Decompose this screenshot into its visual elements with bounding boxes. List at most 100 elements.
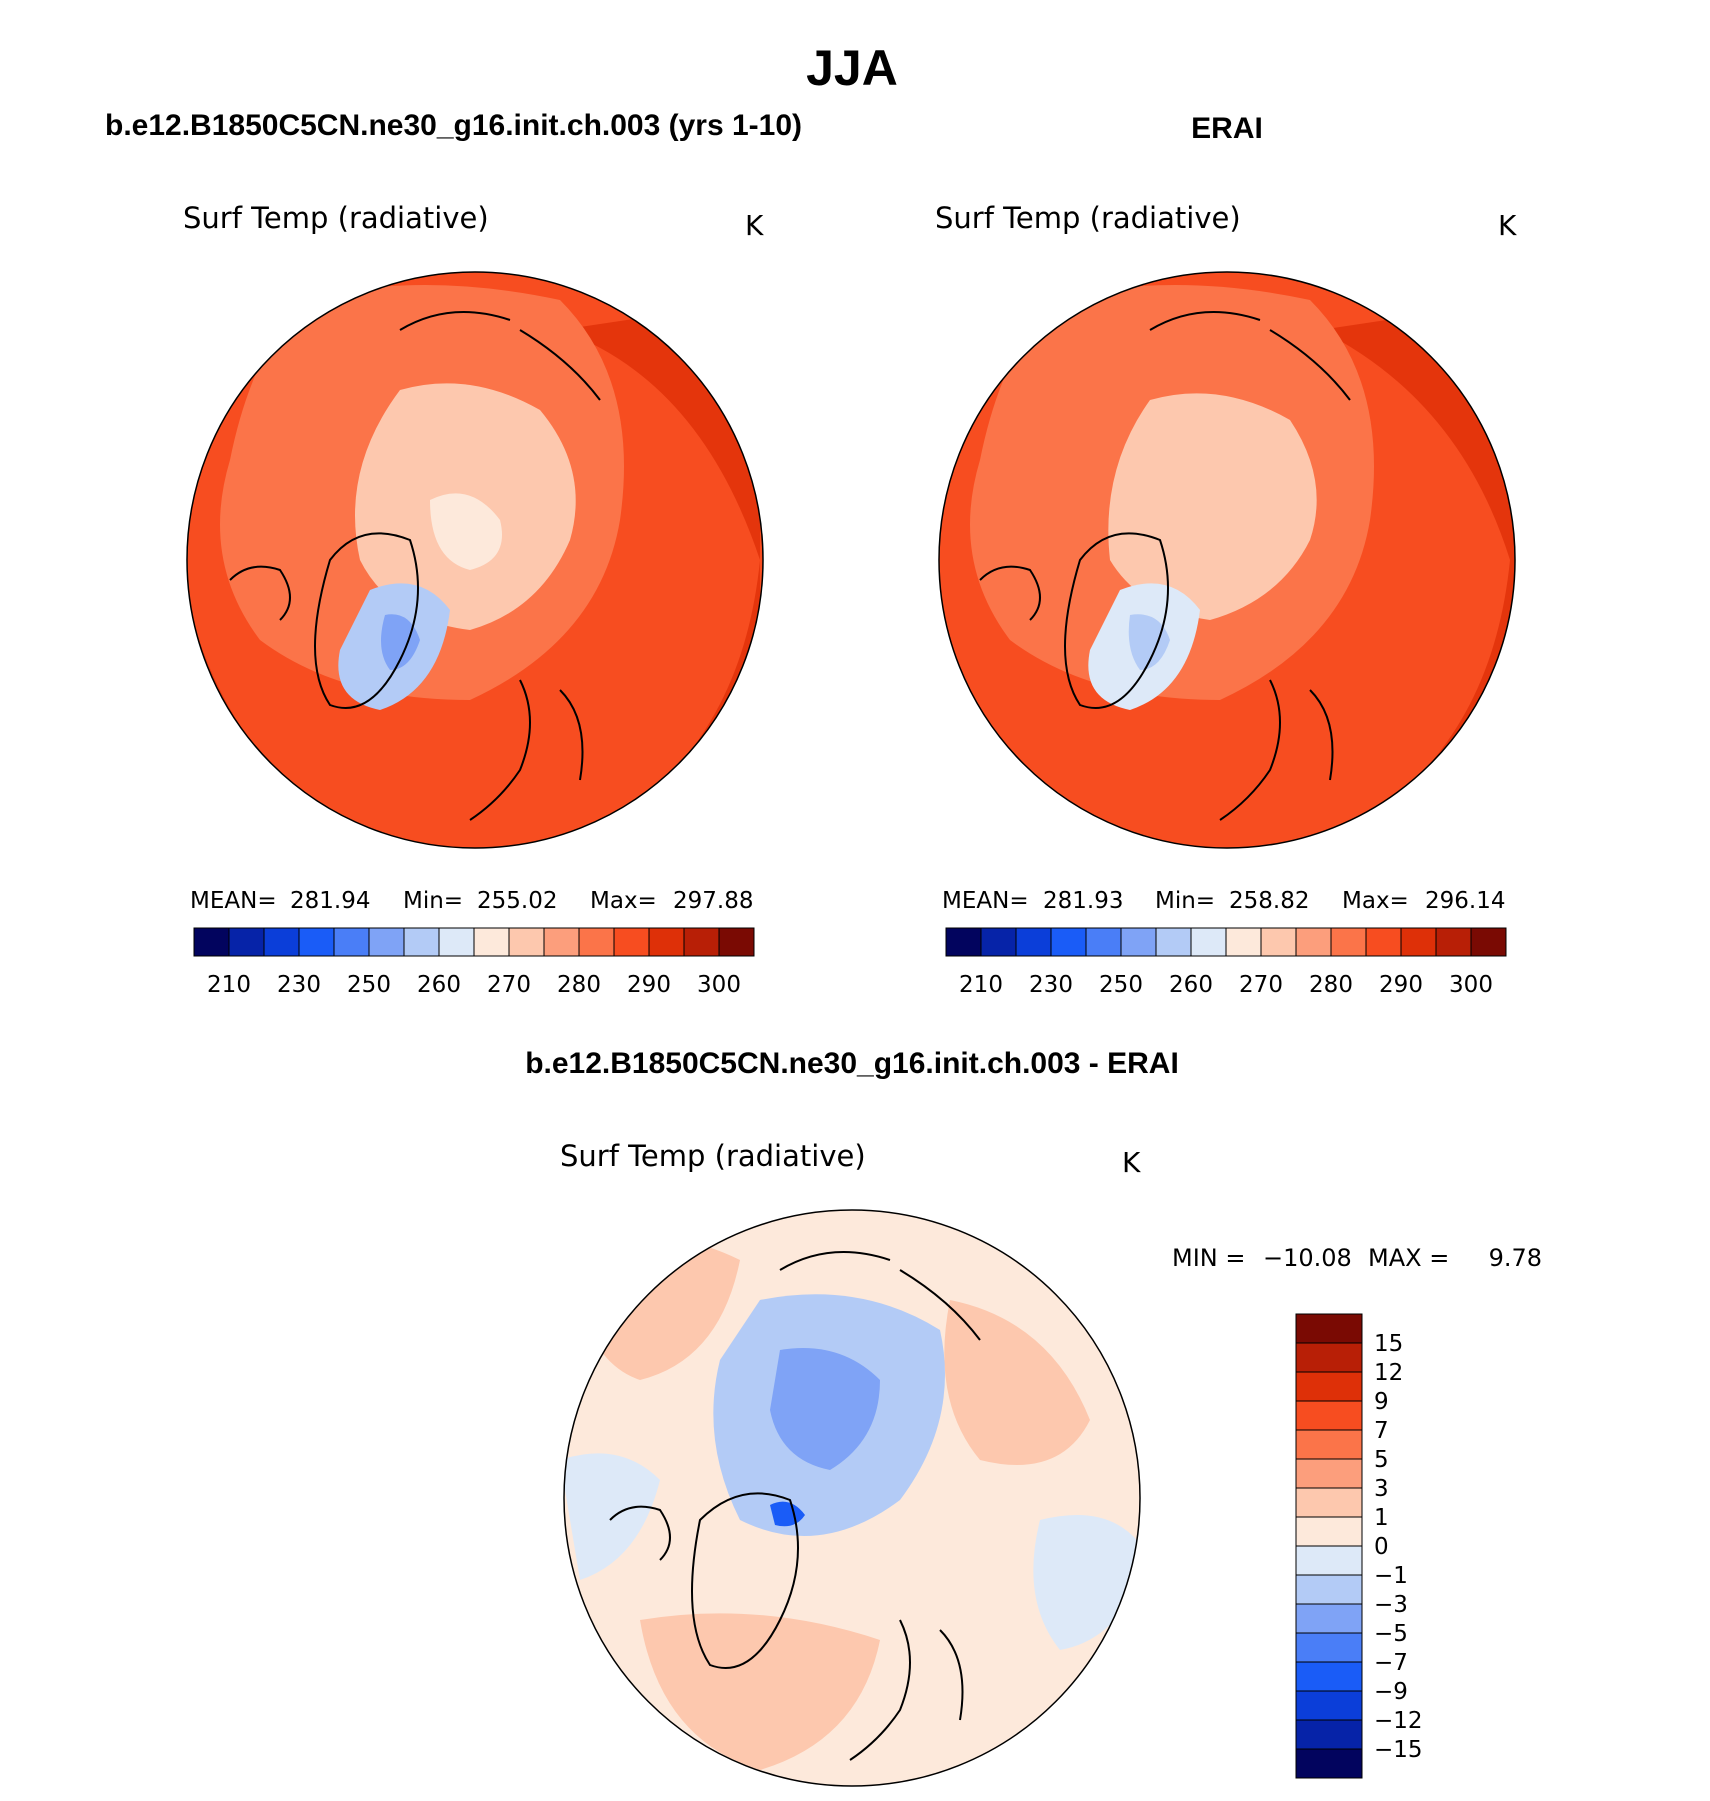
colorbar-tick-label: −1 <box>1374 1563 1408 1589</box>
page-title: JJA <box>806 40 898 96</box>
colorbar-swatch <box>1295 1458 1363 1489</box>
colorbar-tick-label: 280 <box>1309 972 1353 998</box>
colorbar-swatch <box>1155 927 1192 957</box>
colorbar-tick-label: 290 <box>627 972 671 998</box>
colorbar-swatch <box>1015 927 1052 957</box>
colorbar-tick-label: 260 <box>1169 972 1213 998</box>
colorbar-swatch <box>368 927 405 957</box>
panel-model-mean-label: MEAN= <box>190 888 277 914</box>
panel-erai-case-title: ERAI <box>1191 112 1263 145</box>
colorbar-tick-label: 0 <box>1374 1534 1389 1560</box>
panel-difference-min-value: −10.08 <box>1263 1244 1352 1272</box>
panel-erai-units-label: K <box>1498 209 1517 242</box>
colorbar-swatch <box>683 927 720 957</box>
colorbar-tick-label: 280 <box>557 972 601 998</box>
colorbar-swatch <box>1295 1342 1363 1373</box>
negative-anomaly <box>564 1453 660 1580</box>
colorbar-tick-label: 5 <box>1374 1447 1389 1473</box>
colorbar-swatch <box>945 927 982 957</box>
panel-erai-mean-value: 281.93 <box>1043 888 1123 914</box>
negative-anomaly <box>1033 1515 1140 1650</box>
colorbar-tick-label: −5 <box>1374 1621 1408 1647</box>
colorbar-swatch <box>1295 1429 1363 1460</box>
panel-difference-case-title: b.e12.B1850C5CN.ne30_g16.init.ch.003 - E… <box>525 1047 1179 1080</box>
colorbar-tick-label: 250 <box>347 972 391 998</box>
colorbar-swatch <box>718 927 755 957</box>
panel-difference-min-label: MIN = <box>1172 1244 1245 1272</box>
colorbar-swatch <box>1225 927 1262 957</box>
colorbar-swatch <box>1295 1400 1363 1431</box>
colorbar-swatch <box>1295 1371 1363 1402</box>
colorbar-swatch <box>1400 927 1437 957</box>
warm-region <box>560 300 760 840</box>
colorbar-swatch <box>333 927 370 957</box>
colorbar-swatch <box>1295 927 1332 957</box>
colorbar-swatch <box>263 927 300 957</box>
colorbar-tick-label: 210 <box>959 972 1003 998</box>
colorbar-swatch <box>1295 1487 1363 1518</box>
colorbar-swatch <box>1295 1661 1363 1692</box>
colorbar-swatch <box>1295 1603 1363 1634</box>
polar-map-difference-outline <box>563 1209 1141 1787</box>
colorbar-tick-label: 12 <box>1374 1360 1403 1386</box>
colorbar-tick-label: 270 <box>1239 972 1283 998</box>
colorbar-swatch <box>1190 927 1227 957</box>
colorbar-swatch <box>1295 1313 1363 1344</box>
colorbar-tick-label: 210 <box>207 972 251 998</box>
colorbar-difference: 15 12 9 7 5 3 1 0 −1 −3 −5 −7 −9 −12 −15 <box>1295 1313 1423 1779</box>
colorbar-swatch <box>613 927 650 957</box>
colorbar-swatch <box>508 927 545 957</box>
positive-anomaly <box>640 1613 880 1770</box>
colorbar-erai: 210 230 250 260 270 280 290 300 <box>945 927 1507 998</box>
colorbar-swatch <box>1085 927 1122 957</box>
colorbar-swatch <box>1330 927 1367 957</box>
panel-model-min-value: 255.02 <box>477 888 557 914</box>
colorbar-swatch <box>1295 1516 1363 1547</box>
colorbar-tick-label: 1 <box>1374 1505 1389 1531</box>
polar-map-model-outline <box>186 271 764 849</box>
panel-erai-mean-label: MEAN= <box>942 888 1029 914</box>
panel-erai-min-label: Min= <box>1155 888 1215 914</box>
colorbar-tick-label: −12 <box>1374 1708 1423 1734</box>
colorbar-swatch <box>1470 927 1507 957</box>
polar-map-erai <box>939 272 1515 848</box>
panel-difference-units-label: K <box>1122 1146 1141 1179</box>
panel-erai-min-value: 258.82 <box>1229 888 1309 914</box>
colorbar-swatch <box>1050 927 1087 957</box>
panel-model-units-label: K <box>745 209 764 242</box>
panel-difference-variable-label: Surf Temp (radiative) <box>560 1139 866 1173</box>
colorbar-swatch <box>438 927 475 957</box>
colorbar-tick-label: 290 <box>1379 972 1423 998</box>
coastline <box>609 1251 981 1761</box>
colorbar-model: 210 230 250 260 270 280 290 300 <box>193 927 755 998</box>
colorbar-tick-label: 15 <box>1374 1331 1403 1357</box>
colorbar-swatch <box>1295 1690 1363 1721</box>
warm-region <box>1320 300 1515 840</box>
colorbar-tick-label: 270 <box>487 972 531 998</box>
colorbar-tick-label: 3 <box>1374 1476 1389 1502</box>
colorbar-swatch <box>298 927 335 957</box>
panel-erai-max-label: Max= <box>1342 888 1409 914</box>
colorbar-swatch <box>228 927 265 957</box>
polar-map-model <box>187 272 763 848</box>
coldest-region <box>381 614 420 670</box>
polar-map-erai-outline <box>938 271 1516 849</box>
colorbar-tick-label: −7 <box>1374 1650 1408 1676</box>
panel-model-mean-value: 281.94 <box>290 888 370 914</box>
colorbar-swatch <box>1295 1574 1363 1605</box>
colorbar-tick-label: 300 <box>697 972 741 998</box>
cold-region <box>430 493 502 570</box>
panel-model: b.e12.B1850C5CN.ne30_g16.init.ch.003 (yr… <box>105 109 802 998</box>
panel-difference: b.e12.B1850C5CN.ne30_g16.init.ch.003 - E… <box>525 1047 1542 1787</box>
colorbar-tick-label: 230 <box>277 972 321 998</box>
colorbar-swatch <box>1295 1719 1363 1750</box>
colorbar-tick-label: 250 <box>1099 972 1143 998</box>
colorbar-swatch <box>1365 927 1402 957</box>
coldest-region <box>1128 614 1170 670</box>
colorbar-tick-label: −9 <box>1374 1679 1408 1705</box>
panel-model-max-value: 297.88 <box>673 888 753 914</box>
panel-model-min-label: Min= <box>403 888 463 914</box>
cool-region <box>1108 393 1317 620</box>
colorbar-tick-label: 7 <box>1374 1418 1389 1444</box>
